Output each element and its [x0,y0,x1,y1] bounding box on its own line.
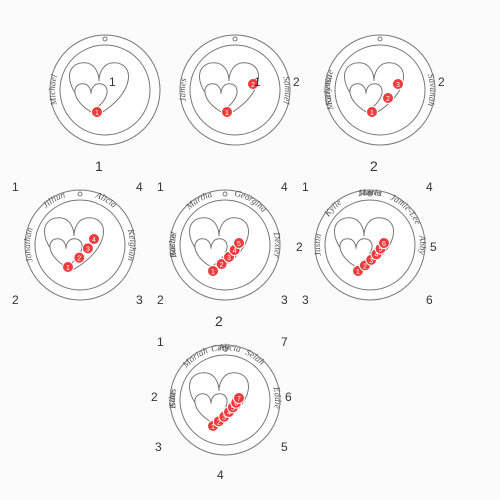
svg-text:7: 7 [237,396,241,403]
svg-text:4: 4 [92,237,96,244]
pendant-p3: 123KaryniaSavanahMackenzie [320,30,440,150]
position-label: 4 [217,468,224,482]
pendant-p6: 123456JustinAbbyJamesMariaJamie-LeeKylie [310,185,430,305]
svg-text:2: 2 [386,96,390,103]
position-label: 5 [281,440,288,454]
position-label: 6 [285,390,292,404]
diagram-container: 1Michael1112JamesSamuel12123KaryniaSavan… [0,0,500,500]
svg-text:3: 3 [86,246,90,253]
svg-text:2: 2 [77,256,81,263]
pendant-p2: 12JamesSamuel [175,30,295,150]
position-label: 1 [157,335,164,349]
position-label: 1 [157,180,164,194]
position-label: 5 [430,240,437,254]
pendant-p1: 1Michael [45,30,165,150]
position-label: 2 [293,75,300,89]
position-label: 2 [151,390,158,404]
position-label: 1 [109,75,116,89]
variant-label: 1 [95,158,103,174]
svg-text:Maria: Maria [357,187,384,198]
svg-text:1: 1 [66,265,70,272]
pendant-p5: 12345RachelDexterGeorginaMarthaSusan [165,185,285,305]
svg-text:2: 2 [363,263,367,270]
svg-text:2: 2 [220,262,224,269]
svg-text:James: James [177,77,188,103]
position-label: 4 [426,180,433,194]
svg-text:Abby: Abby [417,234,428,256]
position-label: 2 [157,293,164,307]
position-label: 7 [281,335,288,349]
position-label: 4 [136,180,143,194]
svg-text:6: 6 [382,241,386,248]
pendant-p4: 1234JonathanKeighanAliciaJilliun [20,185,140,305]
svg-text:1: 1 [95,110,99,117]
svg-text:1: 1 [225,110,229,117]
position-label: 3 [281,293,288,307]
svg-text:4: 4 [233,248,237,255]
svg-text:Susan: Susan [167,232,178,257]
svg-text:3: 3 [227,255,231,262]
position-label: 2 [438,75,445,89]
position-label: 2 [12,293,19,307]
position-label: 4 [281,180,288,194]
svg-text:Kate: Kate [167,390,178,410]
position-label: 2 [296,240,303,254]
svg-text:1: 1 [370,110,374,117]
pendant-p7: 1234567SilasEddieCaryAliciaSelahMoriahKa… [165,340,285,460]
position-label: 3 [155,440,162,454]
position-label: 1 [254,75,261,89]
svg-text:1: 1 [211,269,215,276]
variant-label: 2 [215,313,223,329]
position-label: 1 [302,180,309,194]
position-label: 3 [136,293,143,307]
svg-text:Justin: Justin [312,232,323,257]
svg-text:Dexter: Dexter [271,230,283,259]
svg-text:3: 3 [396,82,400,89]
svg-text:5: 5 [237,241,241,248]
svg-text:1: 1 [356,269,360,276]
position-label: 1 [12,180,19,194]
position-label: 6 [426,293,433,307]
variant-label: 2 [370,158,378,174]
position-label: 3 [302,293,309,307]
